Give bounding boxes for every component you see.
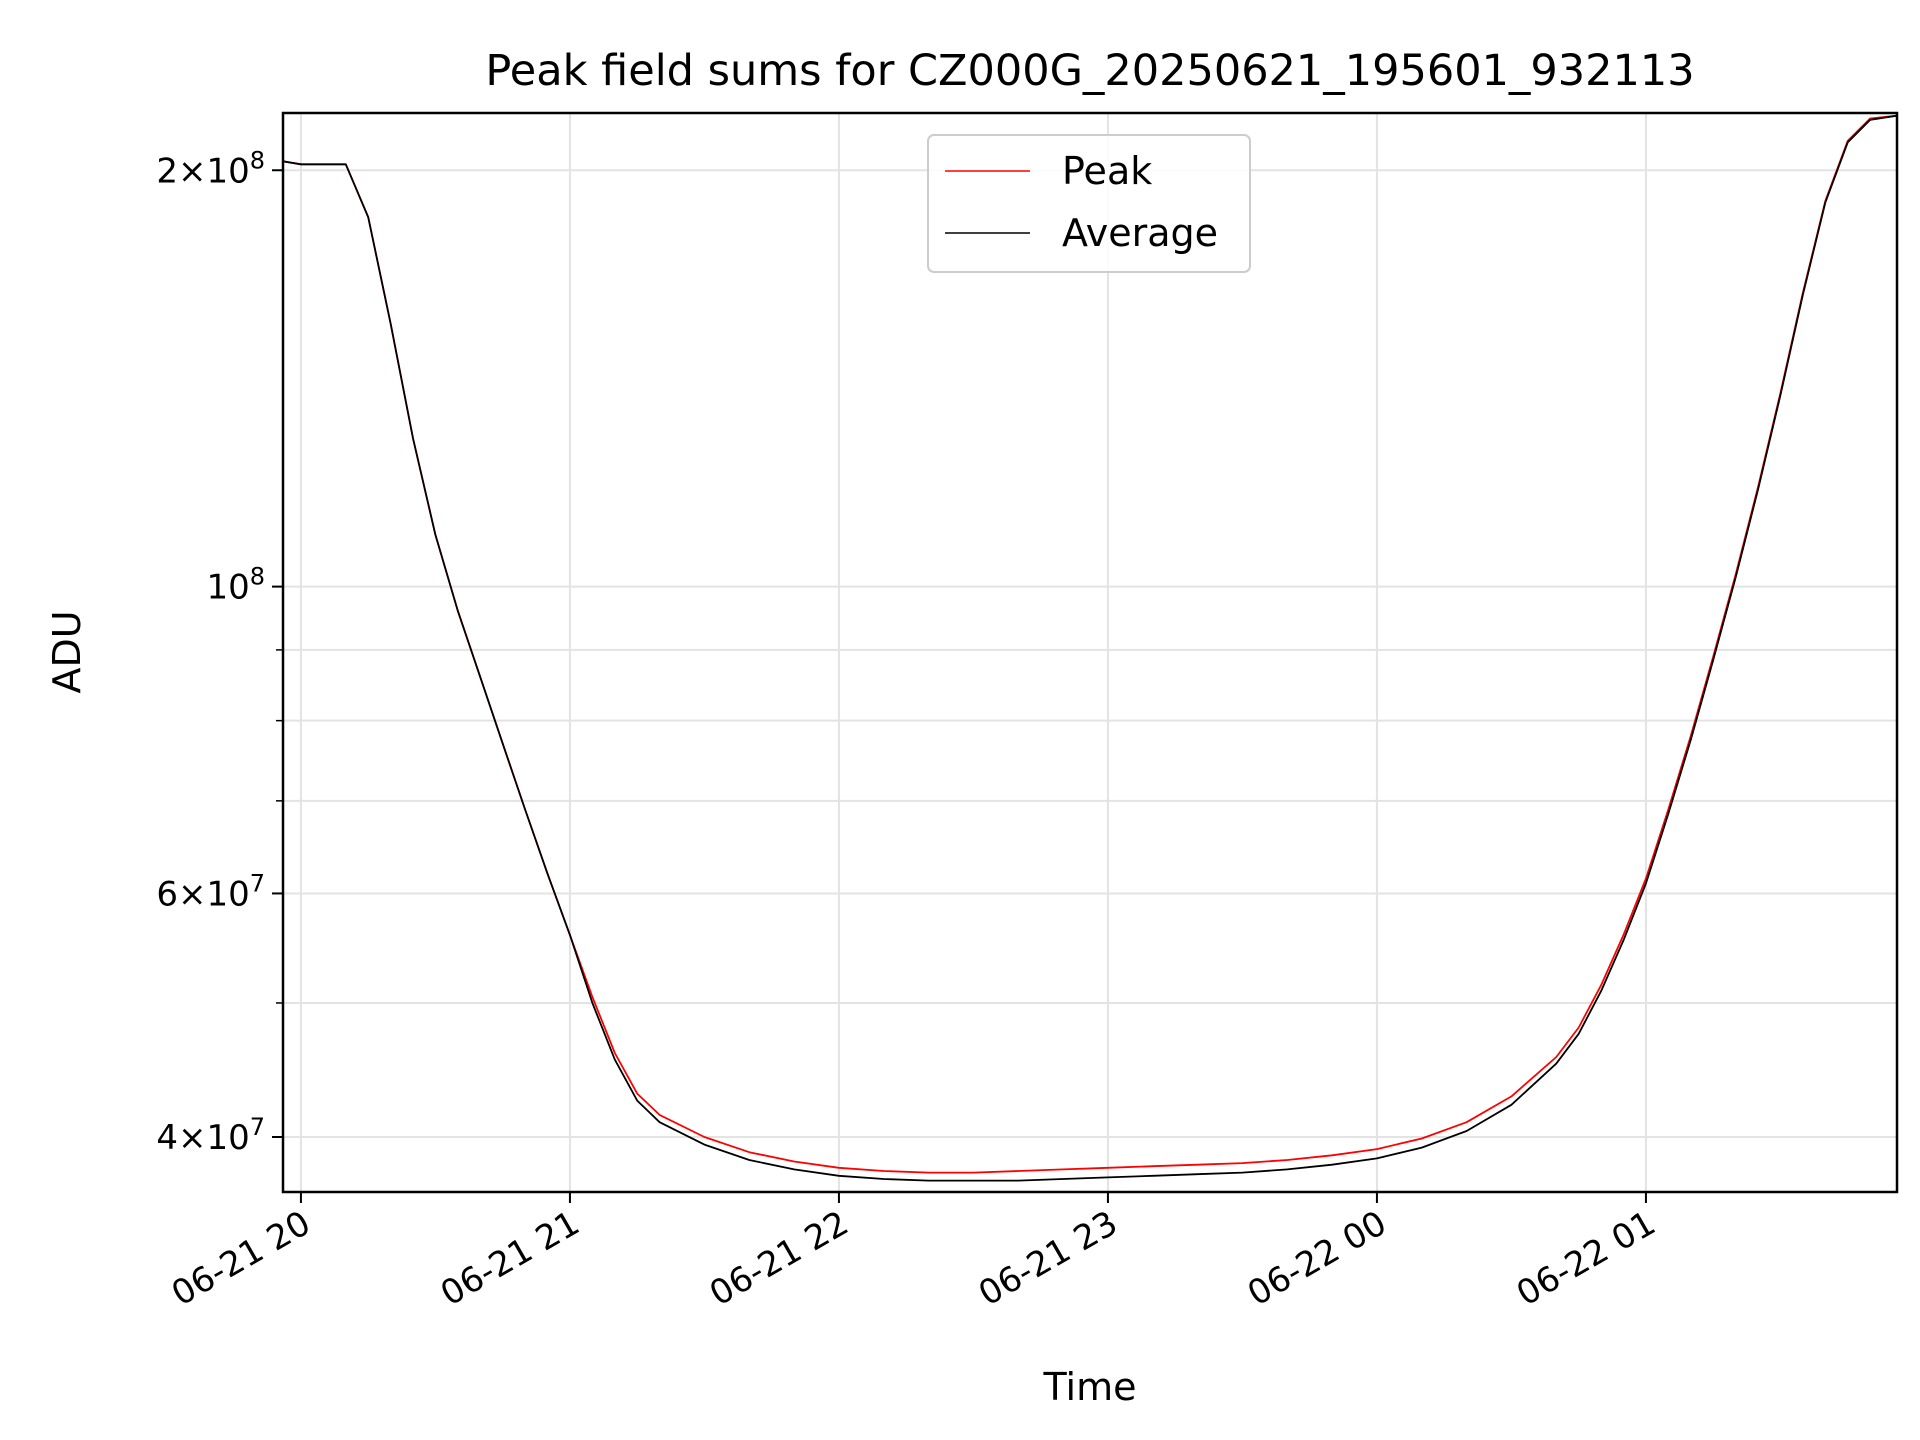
series-group <box>282 114 1898 1182</box>
legend-label-average: Average <box>1062 211 1218 255</box>
legend-label-peak: Peak <box>1062 149 1152 193</box>
plot-frame <box>281 111 1899 1194</box>
chart-title: Peak field sums for CZ000G_20250621_1956… <box>485 46 1694 96</box>
y-axis: 4×107 6×107 108 2×108 <box>156 146 283 1158</box>
legend: Peak Average <box>927 134 1251 273</box>
y-tick-label: 6×107 <box>156 869 265 914</box>
y-tick-label: 4×107 <box>156 1113 265 1158</box>
y-axis-label: ADU <box>45 610 89 693</box>
series-line-average <box>282 114 1898 1182</box>
y-tick-label: 2×108 <box>156 146 265 191</box>
legend-box <box>927 134 1251 273</box>
y-tick-label: 108 <box>206 563 265 608</box>
x-axis-label: Time <box>1043 1365 1137 1409</box>
